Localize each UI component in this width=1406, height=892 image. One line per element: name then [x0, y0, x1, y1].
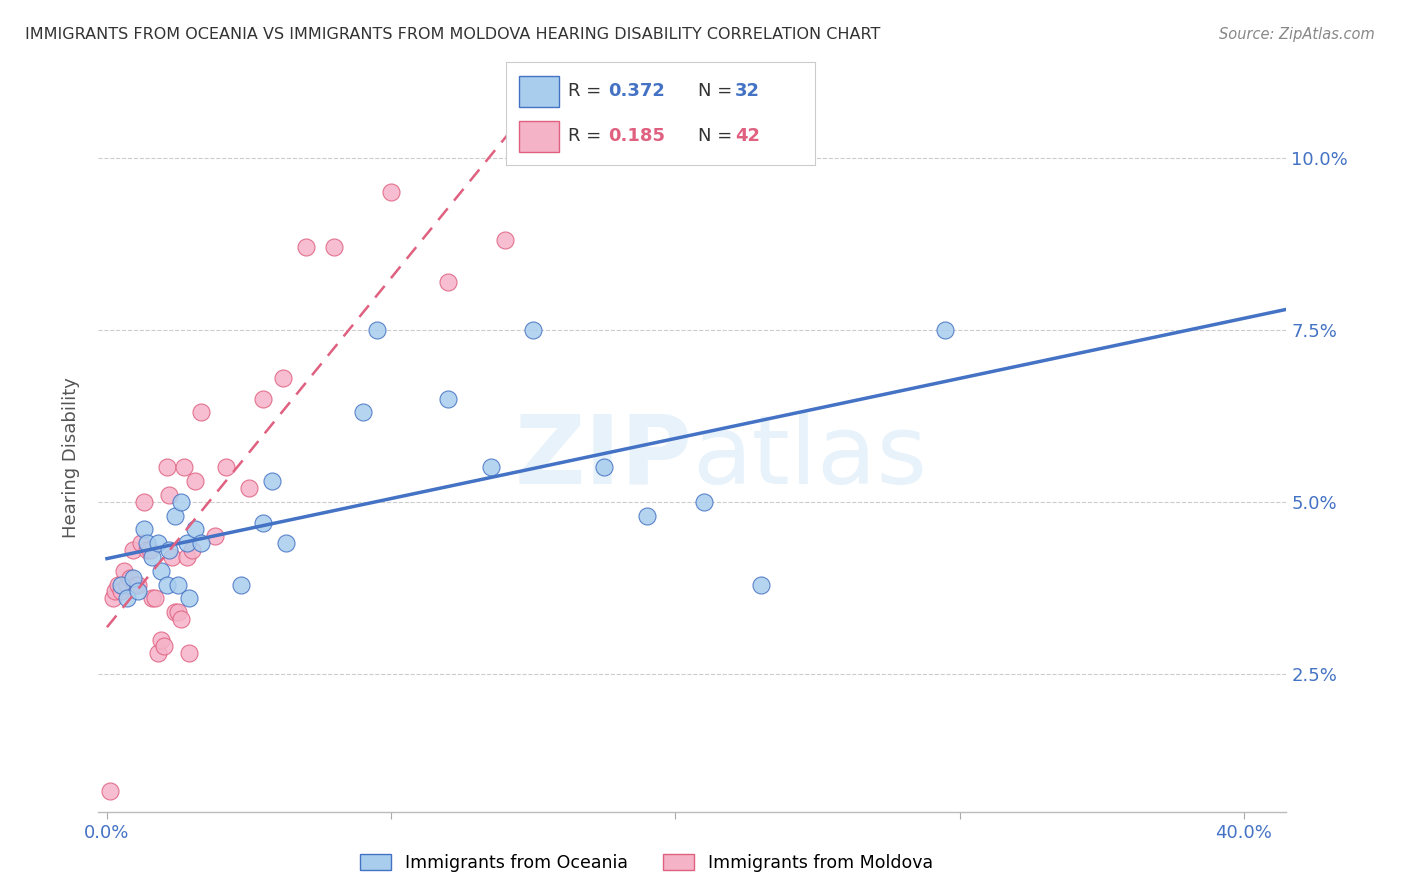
Point: [141, 591, 163, 606]
Point: [352, 405, 374, 419]
Text: 32: 32: [735, 82, 761, 100]
Point: [190, 405, 212, 419]
Point: [162, 549, 184, 564]
Point: [173, 460, 195, 475]
Y-axis label: Hearing Disability: Hearing Disability: [62, 376, 80, 538]
Point: [238, 481, 260, 495]
Point: [149, 632, 172, 647]
Point: [110, 584, 132, 599]
Point: [101, 591, 124, 606]
Point: [141, 549, 163, 564]
Point: [135, 543, 157, 558]
Text: IMMIGRANTS FROM OCEANIA VS IMMIGRANTS FROM MOLDOVA HEARING DISABILITY CORRELATIO: IMMIGRANTS FROM OCEANIA VS IMMIGRANTS FR…: [25, 27, 880, 42]
Point: [110, 577, 132, 591]
Point: [494, 233, 516, 247]
Point: [184, 475, 207, 489]
Point: [260, 475, 283, 489]
Point: [98, 784, 121, 798]
Point: [190, 536, 212, 550]
Point: [271, 371, 294, 385]
Point: [437, 275, 460, 289]
Point: [593, 460, 616, 475]
Point: [129, 536, 152, 550]
Text: N =: N =: [697, 82, 738, 100]
Point: [124, 577, 146, 591]
Point: [156, 577, 179, 591]
Point: [127, 584, 149, 599]
Text: atlas: atlas: [693, 410, 928, 504]
Point: [121, 571, 143, 585]
Point: [112, 564, 135, 578]
Point: [165, 605, 187, 619]
Text: 0.185: 0.185: [609, 127, 665, 145]
Point: [636, 508, 658, 523]
Text: R =: R =: [568, 127, 607, 145]
Point: [522, 323, 544, 337]
Point: [437, 392, 460, 406]
Point: [121, 543, 143, 558]
Point: [127, 577, 149, 591]
Point: [252, 516, 274, 530]
Point: [138, 543, 160, 558]
Point: [215, 460, 238, 475]
Point: [229, 577, 252, 591]
Point: [184, 523, 207, 537]
Point: [323, 240, 346, 254]
Text: 0.372: 0.372: [609, 82, 665, 100]
Point: [170, 495, 193, 509]
Point: [143, 591, 166, 606]
Point: [380, 185, 402, 199]
Legend: Immigrants from Oceania, Immigrants from Moldova: Immigrants from Oceania, Immigrants from…: [353, 847, 941, 879]
Point: [149, 564, 172, 578]
Point: [252, 392, 274, 406]
Point: [170, 612, 193, 626]
Point: [274, 536, 297, 550]
Point: [167, 605, 190, 619]
Point: [179, 591, 201, 606]
FancyBboxPatch shape: [519, 121, 558, 152]
Point: [479, 460, 502, 475]
Point: [132, 523, 155, 537]
Point: [165, 508, 187, 523]
Point: [934, 323, 956, 337]
Point: [179, 646, 201, 660]
Point: [693, 495, 716, 509]
Point: [132, 495, 155, 509]
Point: [107, 577, 129, 591]
Point: [167, 577, 190, 591]
Point: [159, 543, 181, 558]
Text: ZIP: ZIP: [515, 410, 693, 504]
Point: [159, 488, 181, 502]
Text: Source: ZipAtlas.com: Source: ZipAtlas.com: [1219, 27, 1375, 42]
Point: [295, 240, 318, 254]
Point: [135, 536, 157, 550]
Point: [152, 640, 174, 654]
Point: [176, 549, 198, 564]
Point: [146, 646, 169, 660]
Point: [115, 577, 138, 591]
Point: [118, 571, 141, 585]
Text: N =: N =: [697, 127, 738, 145]
Text: R =: R =: [568, 82, 607, 100]
Text: 42: 42: [735, 127, 761, 145]
Point: [176, 536, 198, 550]
Point: [366, 323, 388, 337]
Point: [204, 529, 226, 543]
Point: [146, 536, 169, 550]
Point: [104, 584, 127, 599]
FancyBboxPatch shape: [519, 76, 558, 106]
Point: [181, 543, 204, 558]
Point: [749, 577, 772, 591]
Point: [115, 591, 138, 606]
Point: [156, 460, 179, 475]
